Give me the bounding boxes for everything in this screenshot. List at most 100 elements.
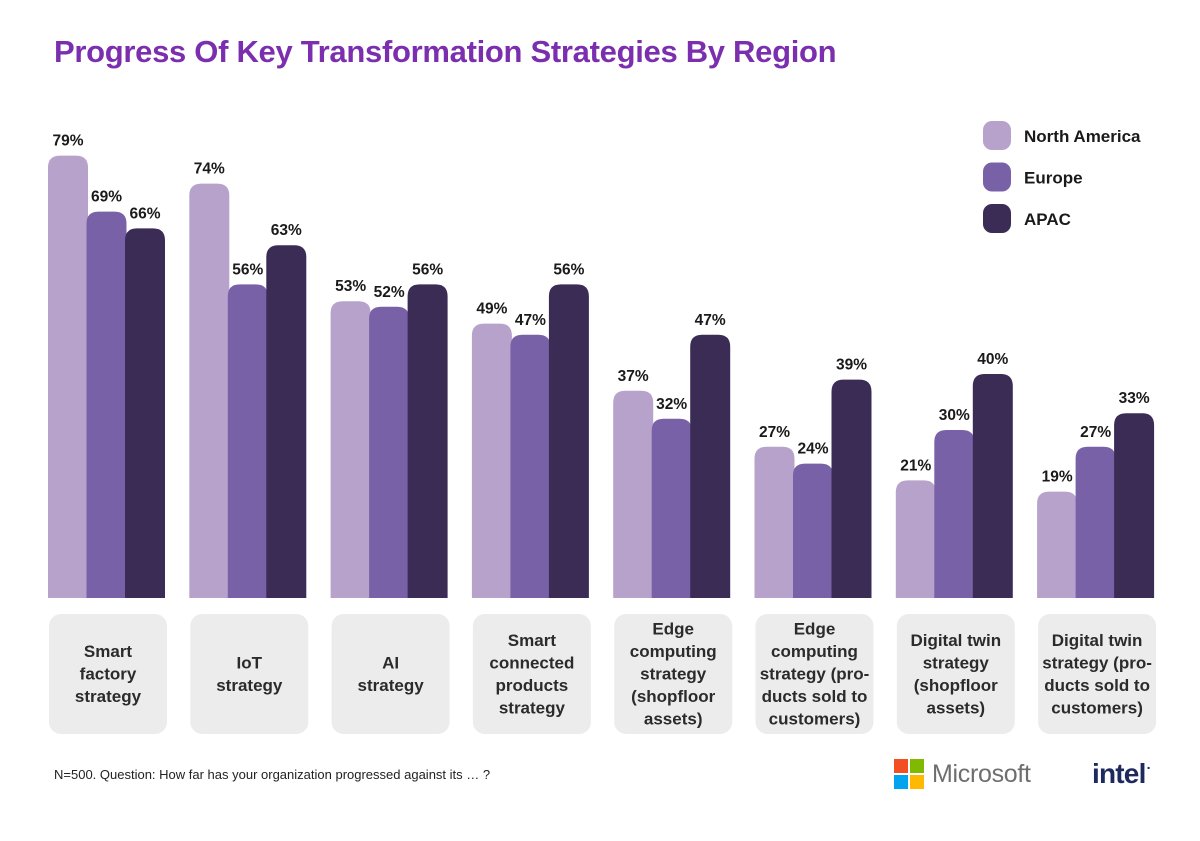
data-label-apac-0: 66% [129, 205, 160, 222]
data-label-apac-2: 56% [412, 261, 443, 278]
page-title: Progress Of Key Transformation Strategie… [54, 34, 837, 69]
data-label-north-america-1: 74% [194, 161, 225, 178]
category-label-line: (shopfloor [631, 687, 715, 706]
category-label-line: computing [771, 642, 858, 661]
category-label-line: strategy [499, 698, 566, 717]
data-label-europe-7: 27% [1080, 424, 1111, 441]
category-label-1: IoT strategy [216, 653, 283, 695]
intel-wordmark: intel [1092, 758, 1146, 789]
category-label-line: Digital twin [1052, 631, 1143, 650]
category-label-line: (shopfloor [914, 676, 998, 695]
bar-europe-4 [651, 418, 692, 598]
category-label-2: AI strategy [358, 653, 425, 695]
data-label-north-america-2: 53% [335, 278, 366, 295]
category-label-line: products [496, 676, 569, 695]
data-label-north-america-3: 49% [476, 301, 507, 318]
bar-chart: 79% 69% 66% 74% 56% 63% 53% 52% 56% 49% 47% 56% 37% 3… [48, 121, 1157, 734]
data-label-apac-7: 33% [1119, 390, 1150, 407]
data-label-europe-2: 52% [374, 284, 405, 301]
category-label-line: AI [382, 653, 399, 672]
legend-swatch-apac [983, 204, 1011, 233]
data-label-apac-1: 63% [271, 222, 302, 239]
bar-north-america-6 [895, 480, 936, 598]
category-label-5: Edge computing strategy (pro-ducts sold to… [760, 620, 870, 729]
bar-europe-2 [369, 306, 410, 598]
legend-label-apac: APAC [1024, 210, 1071, 229]
footnote: N=500. Question: How far has your organi… [54, 767, 491, 782]
microsoft-logo: Microsoft [894, 759, 1031, 789]
data-label-north-america-6: 21% [900, 457, 931, 474]
bar-europe-7 [1075, 446, 1116, 598]
bar-north-america-0 [48, 155, 88, 598]
category-label-line: Digital twin [910, 631, 1001, 650]
bar-apac-7 [1114, 413, 1155, 598]
category-label-line: customers) [769, 710, 861, 729]
intel-logo: intel. [1092, 756, 1150, 789]
bar-north-america-1 [189, 183, 230, 598]
data-label-europe-0: 69% [91, 189, 122, 206]
bar-apac-6 [972, 374, 1013, 598]
microsoft-wordmark: Microsoft [932, 759, 1031, 788]
bar-labels-group: 79% 69% 66% 74% 56% 63% 53% 52% 56% 49% 47% 56% 37% 3… [52, 133, 1149, 486]
category-label-line: customers) [1051, 698, 1143, 717]
legend: North America Europe APAC [983, 121, 1141, 233]
category-label-line: strategy [923, 653, 990, 672]
data-label-europe-4: 32% [656, 396, 687, 413]
data-label-europe-3: 47% [515, 312, 546, 329]
legend-label-north-america: North America [1024, 127, 1141, 146]
category-label-line: Edge [794, 620, 836, 639]
category-label-6: Digital twin strategy (shopfloor assets) [910, 631, 1001, 718]
category-box-2 [331, 614, 450, 734]
category-label-line: strategy [75, 687, 142, 706]
category-label-line: strategy [640, 665, 707, 684]
data-label-north-america-4: 37% [618, 368, 649, 385]
bar-apac-4 [690, 334, 731, 598]
bars-group [48, 155, 1155, 598]
data-label-north-america-0: 79% [52, 133, 83, 150]
data-label-europe-5: 24% [797, 441, 828, 458]
legend-swatch-north-america [983, 121, 1011, 150]
category-label-line: computing [630, 642, 717, 661]
category-box-5 [755, 614, 874, 734]
category-label-line: assets) [644, 710, 703, 729]
category-label-line: Edge [652, 620, 694, 639]
data-label-apac-6: 40% [977, 351, 1008, 368]
bar-north-america-3 [471, 323, 512, 598]
data-label-north-america-7: 19% [1042, 469, 1073, 486]
data-label-europe-1: 56% [232, 261, 263, 278]
bar-apac-3 [548, 284, 589, 598]
data-label-north-america-5: 27% [759, 424, 790, 441]
category-label-7: Digital twin strategy (pro-ducts sold to c… [1042, 631, 1152, 718]
data-label-europe-6: 30% [939, 407, 970, 424]
bar-europe-5 [793, 463, 833, 598]
bar-apac-0 [125, 228, 165, 598]
legend-swatch-europe [983, 162, 1011, 192]
bar-europe-6 [934, 430, 975, 598]
bar-north-america-5 [754, 446, 795, 598]
category-label-0: Smart factory strategy [75, 642, 142, 706]
microsoft-windows-icon [894, 759, 924, 789]
category-label-line: connected [489, 653, 574, 672]
category-labels-group: Smart factory strategy IoT strategy AI strateg… [49, 614, 1157, 734]
bar-europe-0 [86, 211, 127, 598]
category-label-3: Smart connected products strategy [489, 631, 574, 718]
category-box-3 [472, 614, 591, 734]
category-box-6 [896, 614, 1015, 734]
bar-north-america-4 [613, 390, 654, 598]
bar-europe-3 [510, 334, 551, 598]
bar-north-america-7 [1037, 491, 1078, 598]
category-label-line: factory [80, 665, 137, 684]
category-label-line: Smart [84, 642, 133, 661]
category-label-line: ducts sold to [762, 687, 868, 706]
bar-europe-1 [227, 284, 268, 598]
category-label-line: ducts sold to [1044, 676, 1150, 695]
category-label-line: strategy (pro- [760, 665, 870, 684]
bar-apac-1 [266, 245, 307, 598]
bar-north-america-2 [330, 301, 371, 598]
data-label-apac-5: 39% [836, 357, 867, 374]
bar-apac-2 [407, 284, 448, 598]
data-label-apac-3: 56% [553, 261, 584, 278]
category-label-line: IoT [237, 653, 263, 672]
category-label-line: strategy [216, 676, 283, 695]
legend-label-europe: Europe [1024, 169, 1083, 188]
